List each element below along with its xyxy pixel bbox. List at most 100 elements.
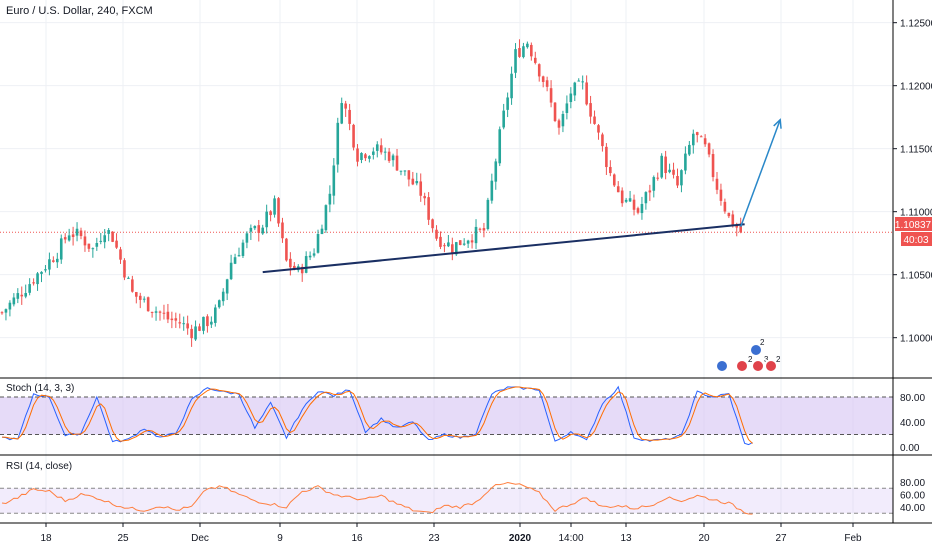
candle-body bbox=[707, 143, 711, 155]
candle-body bbox=[364, 154, 367, 159]
candle-body bbox=[541, 76, 545, 82]
candle-body bbox=[123, 260, 126, 278]
candle-body bbox=[636, 208, 640, 213]
candle-body bbox=[340, 103, 344, 124]
candle-body bbox=[186, 323, 189, 329]
candle-body bbox=[59, 238, 63, 260]
candle-body bbox=[533, 57, 537, 63]
candle-body bbox=[391, 155, 395, 161]
symbol-title[interactable]: Euro / U.S. Dollar, 240, FXCM bbox=[6, 5, 153, 17]
candle-body bbox=[79, 230, 83, 237]
candle-body bbox=[589, 103, 592, 117]
candle-body bbox=[549, 88, 553, 103]
stoch-tick-label: 80.00 bbox=[900, 393, 925, 404]
event-marker-us-flag-icon[interactable] bbox=[764, 359, 778, 373]
candle-body bbox=[182, 323, 186, 325]
candle-body bbox=[537, 64, 541, 77]
rsi-band bbox=[0, 488, 893, 514]
candle-body bbox=[52, 260, 55, 262]
candle-body bbox=[593, 116, 596, 124]
candle-body bbox=[308, 255, 312, 258]
candle-body bbox=[178, 322, 182, 324]
candle-body bbox=[154, 311, 158, 313]
candle-body bbox=[87, 243, 91, 249]
candle-body bbox=[431, 219, 434, 229]
candle-body bbox=[289, 258, 292, 268]
event-marker-us-flag-icon[interactable] bbox=[751, 359, 765, 373]
candle-body bbox=[668, 169, 671, 173]
candle-body bbox=[375, 144, 379, 151]
candle-body bbox=[597, 125, 600, 133]
candle-body bbox=[466, 240, 470, 244]
candle-body bbox=[553, 102, 557, 121]
candle-body bbox=[490, 180, 494, 201]
support-trendline[interactable] bbox=[262, 223, 745, 274]
candle-body bbox=[210, 321, 213, 325]
candle-body bbox=[0, 312, 4, 314]
time-tick-label: 18 bbox=[40, 533, 52, 544]
rsi-pane-label[interactable]: RSI (14, close) bbox=[6, 461, 72, 472]
candle-body bbox=[324, 205, 328, 231]
candle-body bbox=[403, 170, 407, 172]
candle-body bbox=[478, 228, 482, 230]
candle-body bbox=[32, 282, 35, 284]
time-axis[interactable]: 18 25 Dec 9 16 23 2020 14:00 13 20 27 Feb bbox=[40, 523, 862, 544]
rsi-tick-label: 60.00 bbox=[900, 491, 925, 502]
candle-body bbox=[454, 242, 458, 255]
candle-body bbox=[166, 311, 170, 320]
candle-body bbox=[142, 298, 146, 300]
candle-body bbox=[699, 136, 703, 138]
candle-body bbox=[352, 124, 355, 148]
candle-body bbox=[684, 153, 687, 171]
candle-body bbox=[711, 154, 715, 178]
candle-body bbox=[312, 253, 316, 256]
stoch-tick-label: 40.00 bbox=[900, 418, 925, 429]
candle-body bbox=[609, 166, 612, 174]
candle-body bbox=[48, 259, 51, 270]
candle-body bbox=[427, 197, 430, 220]
candle-body bbox=[225, 279, 229, 294]
candle-body bbox=[348, 109, 351, 124]
candle-body bbox=[474, 226, 478, 244]
candle-body bbox=[320, 228, 324, 235]
candle-body bbox=[395, 155, 399, 171]
candle-body bbox=[703, 138, 707, 145]
candle-body bbox=[135, 292, 138, 297]
candle-body bbox=[293, 265, 296, 270]
candle-body bbox=[328, 193, 332, 205]
candle-body bbox=[107, 230, 110, 234]
event-marker-flag-icon[interactable] bbox=[749, 343, 763, 357]
candle-body bbox=[336, 122, 340, 165]
projection-arrow[interactable] bbox=[739, 118, 782, 228]
candle-body bbox=[67, 235, 71, 241]
candle-body bbox=[419, 181, 423, 196]
candle-body bbox=[119, 249, 122, 260]
candle-body bbox=[451, 244, 454, 253]
event-marker-us-flag-icon[interactable] bbox=[735, 359, 749, 373]
candle-body bbox=[273, 198, 276, 215]
candle-body bbox=[715, 178, 719, 190]
candle-body bbox=[691, 133, 695, 146]
candle-body bbox=[115, 240, 118, 248]
stoch-k-line bbox=[1, 385, 753, 446]
stoch-pane-label[interactable]: Stoch (14, 3, 3) bbox=[6, 383, 74, 394]
event-count: 2 bbox=[748, 355, 753, 364]
event-markers[interactable]: 2 2 3 2 bbox=[715, 338, 781, 373]
candle-body bbox=[40, 271, 43, 274]
candle-body bbox=[24, 293, 28, 297]
price-axis[interactable]: 1.12500 1.12000 1.11500 1.11000 1.10500 1.100… bbox=[893, 19, 932, 345]
price-tick-label: 1.12500 bbox=[900, 19, 932, 30]
price-tick-label: 1.12000 bbox=[900, 82, 932, 93]
candle-body bbox=[162, 312, 166, 314]
rsi-tick-label: 80.00 bbox=[900, 478, 925, 489]
candle-body bbox=[486, 199, 490, 230]
event-marker-flag-icon[interactable] bbox=[715, 359, 729, 373]
candle-body bbox=[206, 316, 209, 327]
candle-body bbox=[277, 198, 280, 224]
candle-body bbox=[63, 237, 67, 240]
candle-body bbox=[739, 225, 742, 233]
candle-body bbox=[731, 214, 735, 227]
candle-body bbox=[522, 46, 525, 58]
